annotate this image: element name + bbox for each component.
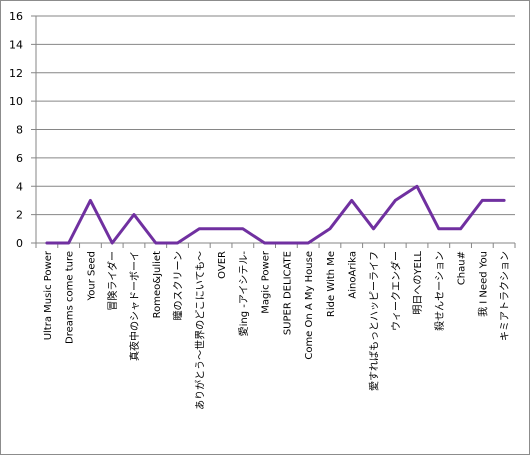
series-line [45,184,506,245]
x-tick-label: 我 I Need You [477,251,489,317]
x-tick-label: Ultra Music Power [43,250,54,340]
y-tick-label: 0 [16,237,23,250]
x-tick-label: 冒険ライダー [106,251,119,311]
y-tick-label: 6 [16,152,23,165]
data-point [263,241,266,245]
data-point [45,241,49,245]
data-point [219,227,223,231]
y-tick-label: 14 [9,38,23,51]
y-tick-label: 8 [16,124,23,137]
data-point [111,241,114,245]
x-tick-label: 真夜中のシャドーボーイ [128,251,141,361]
x-tick-label: Come On A My House [304,251,315,360]
data-point [241,227,245,231]
data-point [198,227,201,231]
data-point [132,213,136,216]
y-tick-label: 2 [16,209,23,222]
data-point [285,241,288,245]
x-tick-label: ウィークエンダー [389,251,402,331]
data-point [67,241,70,245]
data-point [328,227,332,231]
x-tick-label: 愛ing -アイシテル- [237,251,250,337]
data-point [154,241,157,245]
x-tick-label: 殺せんセーション [433,251,446,331]
x-tick-label: Romeo&Juliet [152,251,163,318]
x-tick-label: 明日へのYELL [412,251,424,315]
y-tick-label: 16 [9,10,23,23]
data-point [459,227,462,231]
x-tick-label: Ride With Me [326,251,337,317]
data-point [350,199,353,202]
x-tick-label: キミアトラクション [499,251,511,341]
x-tick-label: SUPER DELICATE [282,251,293,335]
x-tick-label: Chau# [457,251,468,285]
y-tick-label: 12 [9,67,23,80]
x-tick-label: ありがとう〜世界のどこにいても〜 [193,251,206,410]
x-tick-label: Dreams come ture [65,251,76,344]
y-tick-label: 4 [16,180,23,193]
data-point [372,227,375,231]
y-tick-label: 10 [9,95,23,108]
x-tick-label: Magic Power [261,250,272,314]
data-point [306,241,310,245]
data-point [176,241,179,245]
data-point [415,185,419,188]
x-tick-label: Your Seed [86,251,97,302]
data-point [481,199,484,202]
x-tick-label: 瞳のスクリーン [172,251,185,321]
data-point [437,227,440,231]
x-tick-label: AinoArika [348,251,359,299]
data-point [394,199,397,202]
x-tick-label: 愛すればもっとハッピーライフ [367,251,380,391]
data-point [89,199,92,202]
data-point [502,199,506,202]
x-tick-label: OVER [217,251,228,279]
